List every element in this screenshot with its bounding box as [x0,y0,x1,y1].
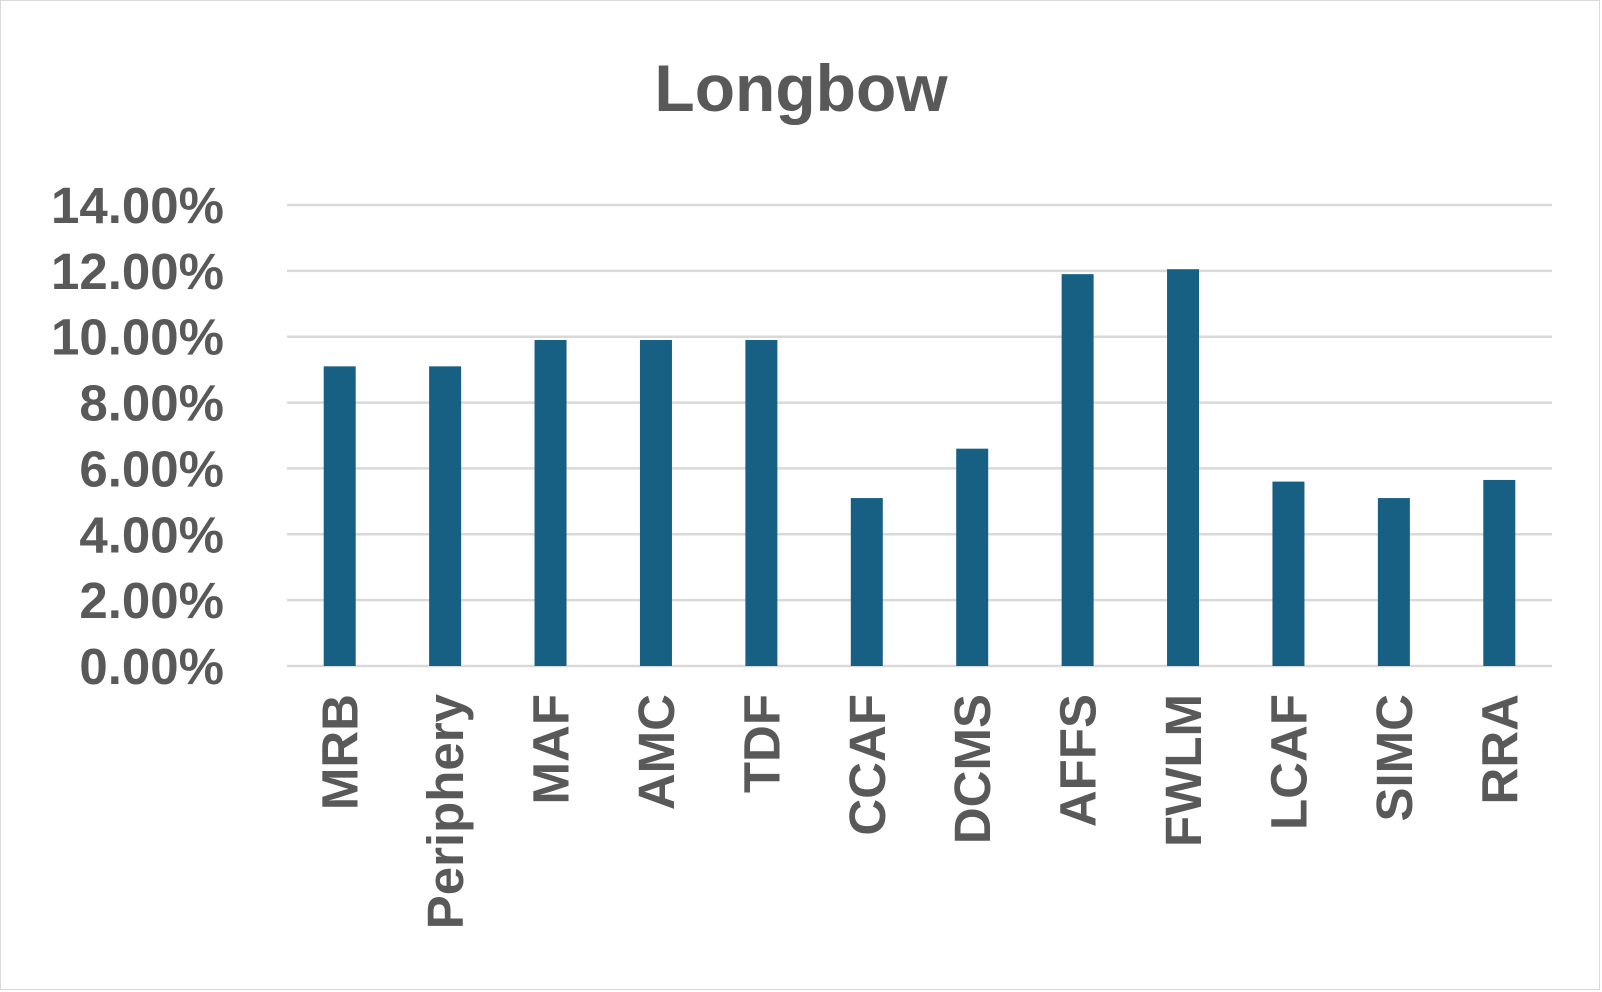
bar-amc [639,340,672,666]
bar-fwlm [1167,269,1200,666]
y-tick-label: 10.00% [51,309,224,366]
y-tick-label: 6.00% [79,440,224,497]
x-category-label: CCAF [839,694,896,836]
y-tick-label: 8.00% [79,375,224,432]
bar-ccaf [850,498,883,666]
x-axis-category-labels: MRB Periphery MAF AMC TDF CCAF DCMS AFFS FWLM LCA… [312,693,1529,929]
y-tick-label: 2.00% [79,572,224,629]
x-category-label: AFFS [1050,694,1107,827]
x-category-label: SIMC [1366,694,1423,822]
bar-dcms [956,448,989,666]
bar-simc [1377,498,1410,666]
gridlines [287,203,1552,668]
x-category-label: DCMS [944,694,1001,844]
x-category-label: RRA [1471,694,1528,805]
y-tick-label: 4.00% [79,506,224,563]
y-tick-label: 0.00% [79,638,224,695]
bar-maf [534,340,567,666]
x-category-label: MRB [312,694,369,810]
x-category-label: AMC [628,694,685,810]
bar-rra [1483,479,1516,666]
y-axis-tick-labels: 0.00% 2.00% 4.00% 6.00% 8.00% 10.00% 12.00% 14.… [51,177,224,695]
bar-affs [1061,274,1094,666]
x-category-label: LCAF [1260,694,1317,830]
x-category-label: TDF [733,694,790,793]
bar-periphery [429,366,462,666]
x-category-label: FWLM [1155,694,1212,847]
y-tick-label: 14.00% [51,177,224,234]
y-tick-label: 12.00% [51,243,224,300]
x-category-label: Periphery [417,693,474,929]
chart-title: Longbow [654,51,948,125]
bar-tdf [745,340,778,666]
bar-lcaf [1272,481,1305,666]
bars [323,269,1516,666]
x-category-label: MAF [523,694,580,804]
bar-mrb [323,366,356,666]
